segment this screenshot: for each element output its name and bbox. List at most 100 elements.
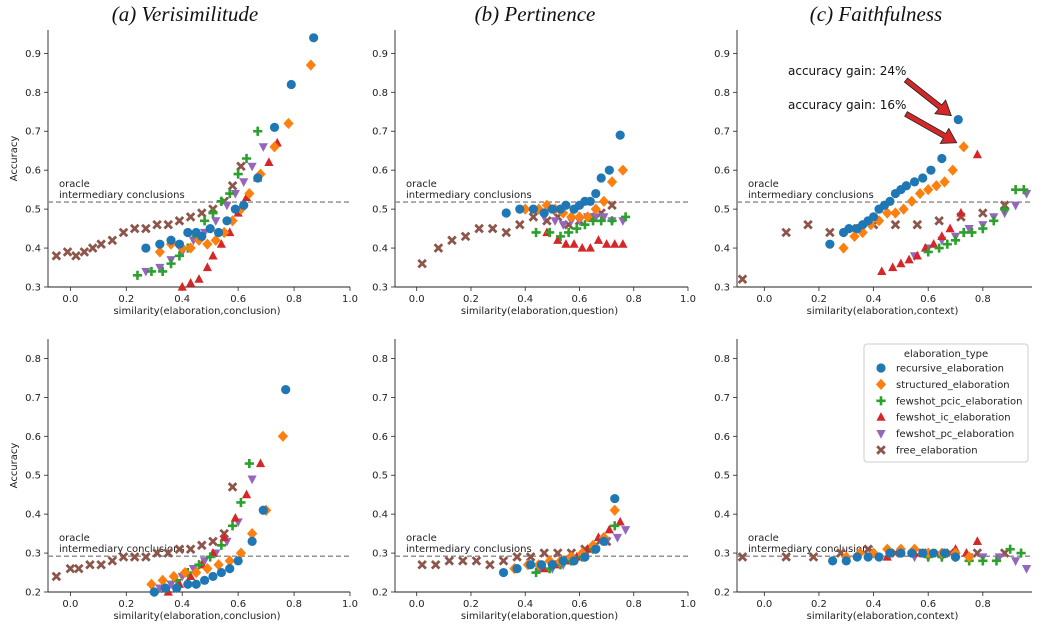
series-recursive_elaboration: [501, 130, 625, 218]
data-point: [247, 475, 257, 485]
data-point: [590, 203, 601, 215]
x-tick-label: 0.6: [920, 294, 936, 305]
series-free_elaboration: [51, 482, 238, 582]
data-point: [163, 219, 174, 230]
x-tick-label: 1.0: [342, 599, 358, 610]
data-point: [202, 262, 212, 272]
y-tick-label: 0.8: [714, 88, 730, 99]
data-point: [994, 553, 1004, 563]
data-point: [166, 235, 176, 245]
data-point: [305, 59, 316, 71]
data-point: [547, 560, 557, 570]
series-recursive_elaboration: [825, 114, 963, 249]
y-tick-label: 0.3: [714, 549, 730, 560]
legend-marker-diamond: [875, 378, 887, 390]
data-point: [71, 251, 81, 261]
data-point: [247, 528, 258, 540]
data-point: [501, 208, 511, 218]
y-axis-label: Accuracy: [9, 443, 20, 489]
y-tick-label: 0.2: [714, 588, 730, 599]
data-point: [269, 122, 280, 132]
data-point: [854, 547, 866, 559]
y-tick-label: 0.5: [714, 205, 730, 216]
data-point: [591, 544, 601, 554]
data-point: [874, 552, 884, 562]
data-point: [146, 266, 157, 277]
x-tick-label: 0.4: [517, 294, 533, 305]
data-point: [185, 242, 196, 254]
y-tick-label: 0.8: [25, 354, 41, 365]
data-point: [244, 187, 255, 200]
data-point: [283, 117, 294, 130]
data-point: [528, 212, 539, 222]
data-point: [606, 176, 618, 188]
annotation-arrow: [903, 77, 952, 117]
x-tick-label: 0.8: [286, 294, 302, 305]
x-tick-label: 0.0: [62, 599, 78, 610]
data-point: [208, 536, 218, 547]
series-recursive_elaboration: [828, 548, 961, 566]
data-point: [906, 195, 917, 207]
data-point: [158, 266, 168, 277]
data-point: [485, 559, 495, 570]
data-point: [561, 200, 571, 210]
data-point: [958, 141, 969, 153]
x-tick-label: 0.0: [409, 599, 425, 610]
data-point: [141, 243, 151, 253]
data-point: [877, 266, 887, 276]
data-point: [890, 207, 901, 219]
data-point: [118, 552, 129, 562]
data-point: [185, 544, 196, 554]
data-point: [460, 231, 471, 242]
data-point: [607, 216, 617, 226]
data-point: [541, 199, 553, 211]
data-point: [989, 216, 999, 226]
y-tick-label: 0.4: [25, 510, 41, 521]
legend-marker-recursive_elaboration: [876, 363, 886, 373]
data-point: [253, 173, 263, 183]
y-tick-label: 0.4: [25, 244, 41, 255]
data-point: [230, 204, 240, 214]
data-point: [241, 489, 252, 499]
legend-entry-label: fewshot_ic_elaboration: [896, 413, 1011, 424]
data-point: [216, 567, 226, 578]
data-point: [197, 231, 207, 241]
reference-label-line1: oracle: [59, 179, 90, 190]
data-point: [909, 177, 920, 187]
legend-title: elaboration_type: [904, 349, 988, 360]
chart-panel-bottom-left: 0.0 0.2 0.4 0.6 0.8 1.0 0.2 0.3 0.4 0.5 0.6 0.7 0.8 s…: [9, 339, 358, 622]
data-point: [224, 555, 235, 567]
x-tick-label: 0.0: [756, 294, 772, 305]
data-point: [168, 570, 179, 583]
data-point: [222, 216, 232, 226]
data-point: [227, 521, 238, 531]
data-point: [868, 547, 879, 559]
legend-marker-fewshot_ic_elaboration: [876, 412, 886, 421]
x-tick-label: 0.2: [463, 599, 479, 610]
reference-label-line2: intermediary conclusions: [59, 544, 185, 555]
y-tick-label: 0.9: [372, 49, 388, 60]
y-tick-label: 0.4: [714, 244, 730, 255]
data-point: [227, 180, 238, 191]
data-point: [587, 539, 599, 551]
x-tick-label: 0.8: [626, 599, 642, 610]
data-point: [896, 548, 906, 558]
y-tick-label: 0.6: [25, 166, 41, 177]
legend-entry-label: structured_elaboration: [896, 380, 1010, 391]
data-point: [939, 176, 950, 188]
data-point: [155, 239, 165, 249]
data-point: [96, 239, 106, 249]
data-point: [487, 223, 498, 234]
data-point: [956, 207, 966, 217]
data-point: [194, 274, 204, 283]
data-point: [174, 239, 185, 249]
data-point: [149, 587, 159, 597]
data-point: [852, 552, 862, 562]
legend-marker-structured_elaboration: [875, 378, 887, 390]
data-point: [585, 196, 595, 206]
data-point: [1005, 544, 1015, 554]
data-point: [918, 173, 928, 183]
data-point: [841, 556, 851, 566]
panel-title-pertinence: (b) Pertinence: [474, 2, 596, 26]
